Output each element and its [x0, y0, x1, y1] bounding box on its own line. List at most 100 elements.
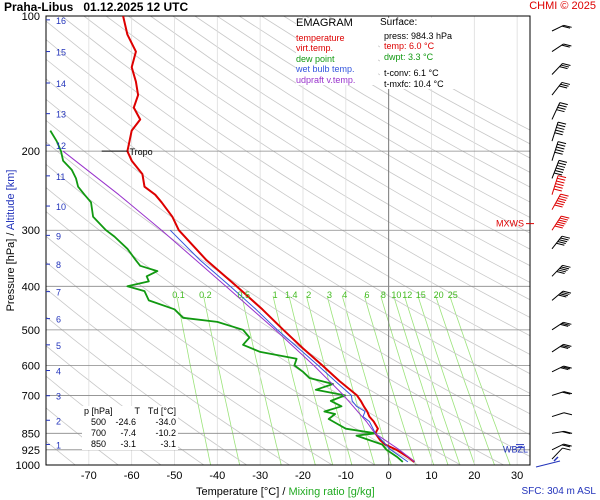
level-table-header-t: T — [134, 406, 141, 416]
wind-barb-flag — [554, 204, 563, 208]
surface-dwpt: dwpt: 3.3 °C — [384, 51, 434, 62]
legend-item-temperature: temperature — [296, 32, 345, 43]
mixing-ratio-line — [435, 295, 495, 465]
wind-barb-flag — [561, 44, 570, 48]
wind-barb-flag — [559, 239, 568, 243]
surface-title: Surface: — [380, 17, 418, 28]
wind-barb-flag — [561, 81, 571, 85]
wind-barb-flag — [563, 343, 572, 347]
y-tick-label: 700 — [22, 390, 40, 402]
wind-barb — [551, 235, 571, 250]
wind-barb-staff — [551, 175, 559, 195]
mixing-ratio-line — [288, 295, 334, 465]
x-tick-label: -60 — [124, 470, 140, 482]
wind-barb-flag — [562, 447, 571, 451]
level-table-row: 500 -24.6 -34.0 — [84, 417, 176, 428]
mixing-ratio-line — [393, 295, 449, 465]
series-line-udpraft-v-temp — [62, 150, 416, 463]
legend-item-virt-temp: virt.temp. — [296, 43, 334, 53]
wind-barb — [551, 102, 568, 120]
wind-barb-flag — [560, 266, 570, 270]
wind-barb-flag — [555, 183, 564, 187]
wind-barb-flag — [557, 143, 566, 147]
altitude-tick-label: 1 — [56, 440, 61, 450]
sounding-series — [49, 16, 416, 463]
wind-barb-flag — [562, 431, 571, 435]
wind-barb-flag — [561, 215, 570, 219]
x-tick-label: -50 — [167, 470, 183, 482]
wind-barb-staff — [551, 141, 559, 161]
x-tick-label: 20 — [468, 470, 480, 482]
dry-adiabat — [83, 16, 530, 301]
wind-barb-flag — [561, 235, 571, 239]
surface-info: Surface: press: 984.3 hPa temp: 6.0 °C d… — [380, 17, 470, 89]
mixing-ratio-line — [306, 295, 353, 465]
wind-barb-staff — [551, 443, 564, 451]
wind-barb-flag — [557, 175, 567, 179]
wind-barb-staff — [551, 290, 564, 301]
dry-adiabat — [46, 98, 530, 415]
wind-barb-flag — [563, 391, 573, 395]
legend: EMAGRAM temperature virt.temp. dew point… — [296, 18, 378, 85]
wind-barb-flag — [559, 66, 568, 70]
level-table-row: 700 -7.4 -10.2 — [84, 428, 176, 439]
dry-adiabat — [172, 16, 530, 234]
y-tick-label: 300 — [22, 225, 40, 237]
wind-barb — [551, 81, 571, 96]
copyright[interactable]: CHMI © 2025 — [529, 0, 596, 12]
mixing-ratio-lines — [176, 295, 511, 465]
wind-barb-flag — [558, 219, 567, 223]
wind-barb-staff — [551, 447, 563, 460]
series-line-dew-point — [49, 130, 404, 463]
level-table-header-p: p [hPa] — [84, 406, 113, 416]
wind-barb — [551, 63, 571, 75]
legend-item-dew-point: dew point — [296, 53, 335, 64]
wind-barb-staff — [551, 412, 565, 418]
wind-barb-flag — [559, 217, 569, 221]
wind-barb-flag — [558, 104, 567, 108]
wind-barb-flag — [557, 221, 566, 225]
level-table-cell: -34.0 — [155, 417, 176, 427]
dry-adiabat — [150, 16, 530, 250]
altitude-tick-label: 9 — [56, 231, 61, 241]
wind-barb-flag — [557, 241, 566, 244]
wind-barb-flag — [556, 270, 565, 274]
wind-barb-flag — [563, 43, 572, 47]
level-table-cell: 500 — [90, 417, 106, 427]
x-tick-label: -70 — [81, 470, 97, 482]
mixing-ratio-label: 1 — [273, 290, 278, 300]
level-table-row: 850 -3.1 -3.1 — [84, 439, 176, 450]
wind-barb-flag — [557, 162, 567, 166]
wind-barb-staff — [551, 121, 559, 142]
dry-adiabat — [105, 16, 530, 283]
legend-title: EMAGRAM — [296, 17, 353, 29]
altitude-tick-label: 2 — [56, 416, 61, 426]
y-tick-label: 100 — [22, 11, 40, 23]
level-table-cell: -3.1 — [120, 439, 136, 449]
y-axis-title-pressure: Pressure [hPa] / — [5, 232, 17, 312]
wind-barb-flag — [561, 322, 570, 326]
x-tick-label: 30 — [511, 470, 523, 482]
wind-barb — [551, 159, 568, 179]
level-table-cell: 850 — [90, 439, 106, 449]
dry-adiabat — [61, 16, 530, 318]
wind-barb-flag — [561, 291, 570, 295]
wind-barb-staff — [551, 365, 564, 373]
wind-barb-flag — [563, 365, 572, 369]
wind-barb-flag — [555, 223, 565, 227]
station-name: Praha-Libus — [4, 0, 74, 14]
surface-tmxfc: t-mxfc: 10.4 °C — [384, 78, 444, 89]
wind-barb-staff — [551, 321, 564, 331]
altitude-tick-label: 10 — [56, 202, 66, 212]
dry-adiabat — [46, 288, 290, 465]
altitude-tick-label: 3 — [56, 392, 61, 402]
tropopause-label: Tropo — [130, 147, 153, 157]
wind-barbs — [535, 24, 573, 468]
mixing-ratio-label: 0.5 — [238, 290, 251, 300]
x-tick-label: -20 — [295, 470, 311, 482]
wind-barb — [551, 215, 570, 231]
wind-barb-flag — [561, 366, 571, 370]
wind-barb-flag — [563, 412, 573, 416]
wind-barb-flag — [554, 170, 564, 173]
